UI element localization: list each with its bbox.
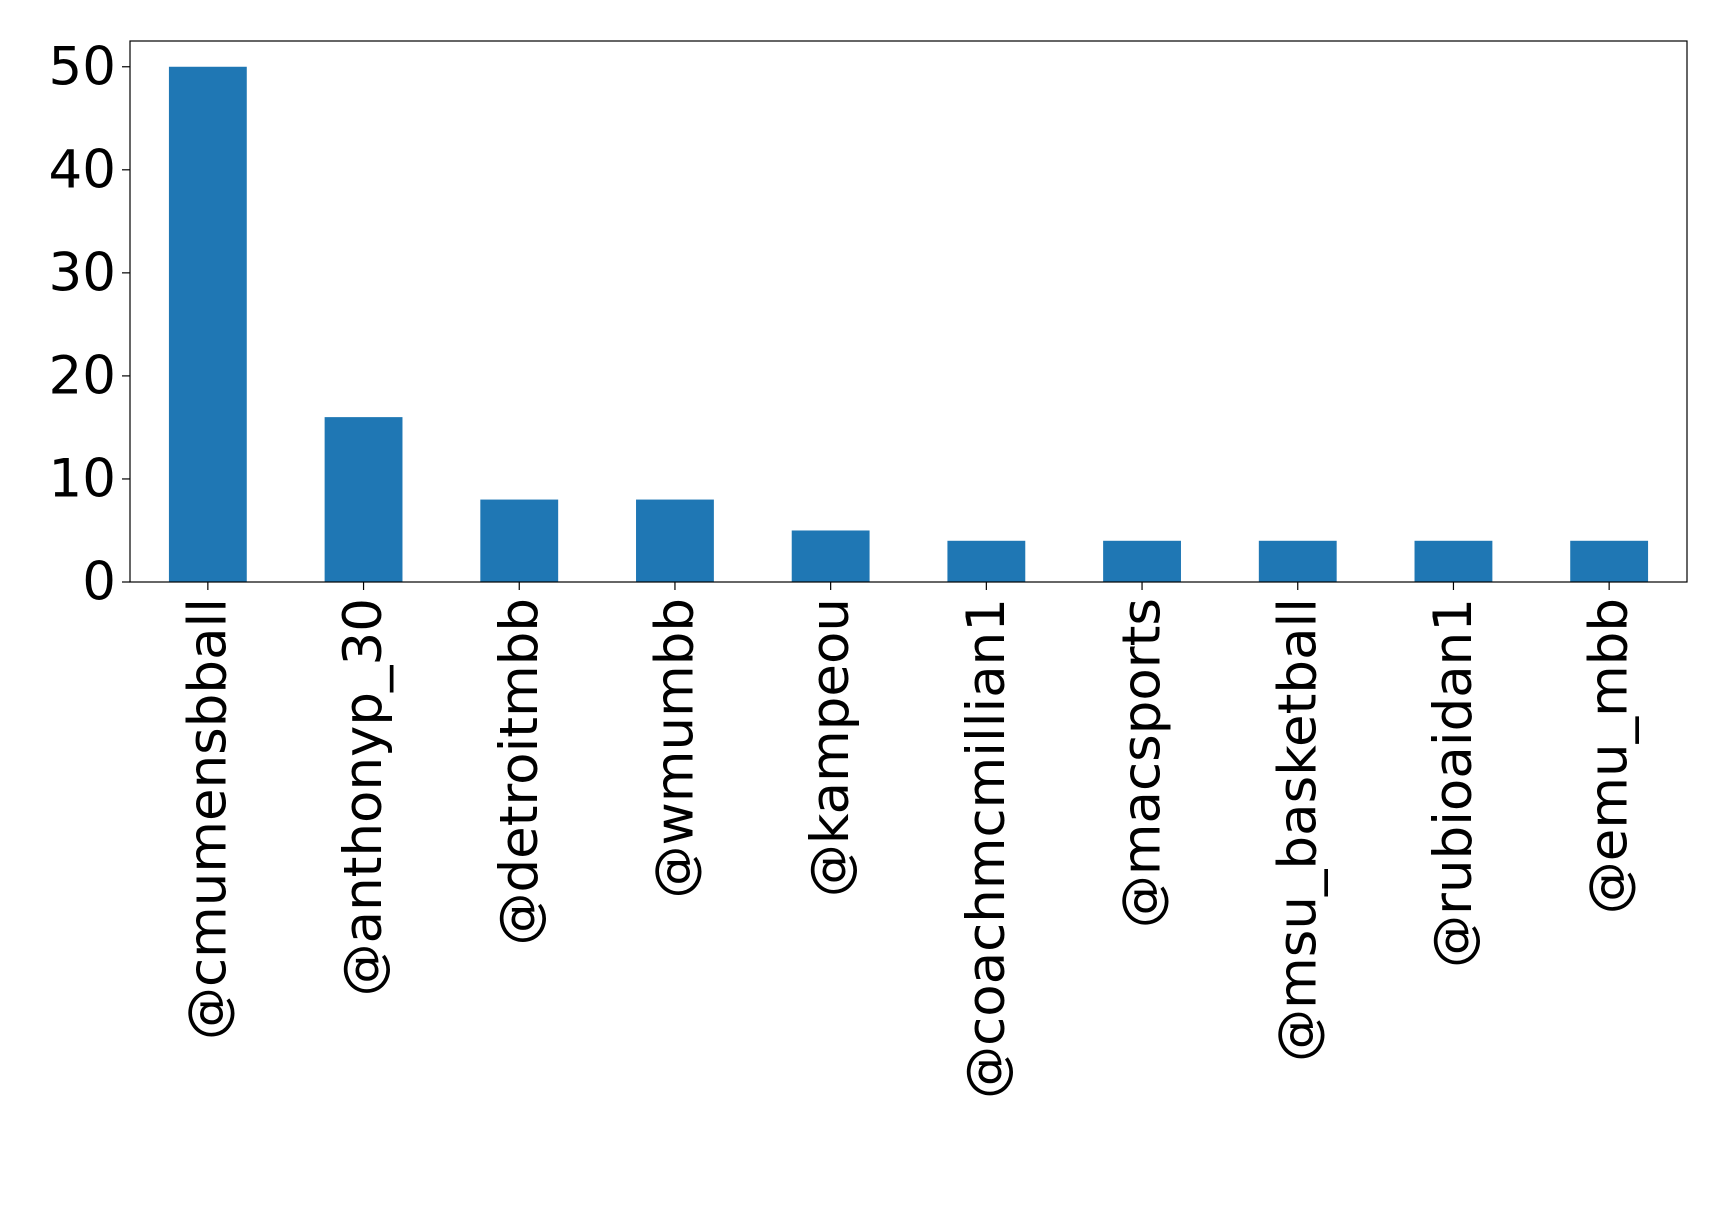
x-tick-label: @cmumensbball [177,598,238,1040]
x-tick-label: @macsports [1112,598,1173,928]
axes-frame [129,40,1688,583]
bar [791,530,870,582]
x-tick-label: @msu_basketball [1267,598,1328,1062]
y-tick-label: 10 [49,448,116,509]
bar [1258,540,1337,582]
bar [636,499,714,582]
y-tick-label: 30 [49,242,116,303]
x-tick-label: @emu_mbb [1579,598,1640,914]
y-tick-label: 20 [49,345,116,406]
y-tick-label: 50 [49,36,116,97]
bar [1103,540,1181,582]
y-tick-label: 0 [82,552,116,613]
bar [1570,540,1649,582]
x-tick-label: @detroitmbb [489,598,550,946]
bar [168,66,247,582]
x-tick-label: @wmumbb [644,598,705,898]
x-tick-label: @coachmcmillian1 [956,598,1017,1099]
bar [1414,540,1493,582]
x-tick-label: @anthonyp_30 [333,598,394,996]
x-tick-label: @kampeou [800,598,861,897]
x-tick-label: @rubioaidan1 [1423,598,1484,968]
y-tick-label: 40 [49,139,116,200]
bar [480,499,559,582]
bar [324,417,403,582]
bar [947,540,1026,582]
